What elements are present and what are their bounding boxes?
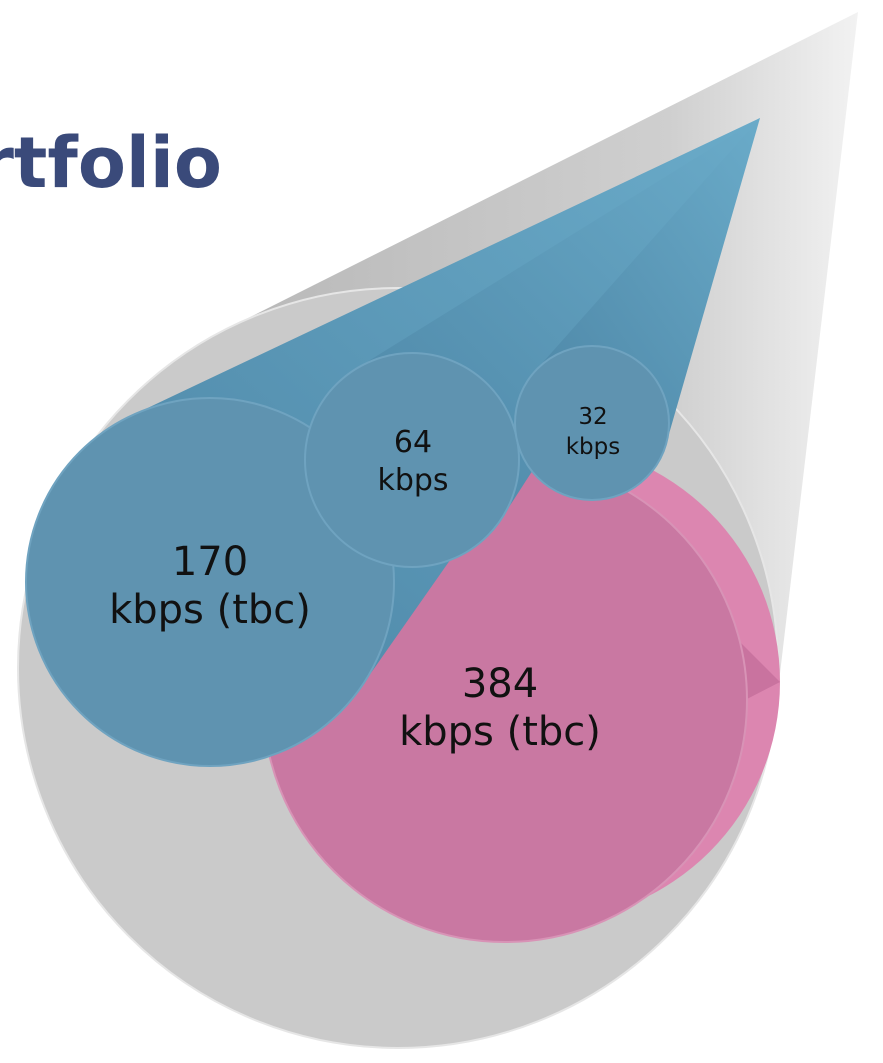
label-line: 64	[394, 425, 432, 460]
label-line: 32	[578, 404, 607, 430]
label-line: kbps	[566, 434, 621, 460]
label-line: kbps (tbc)	[399, 709, 601, 755]
label-line: 170	[172, 539, 248, 585]
blue-circle	[305, 353, 519, 567]
page: rtfolio 170kbps (tbc) 384kbps (tbc) 64kb…	[0, 0, 883, 1063]
label-line: kbps (tbc)	[109, 587, 311, 633]
title: rtfolio	[0, 122, 222, 204]
diagram: rtfolio 170kbps (tbc) 384kbps (tbc) 64kb…	[0, 0, 883, 1063]
label-line: kbps	[377, 463, 448, 498]
label-line: 384	[462, 661, 538, 707]
